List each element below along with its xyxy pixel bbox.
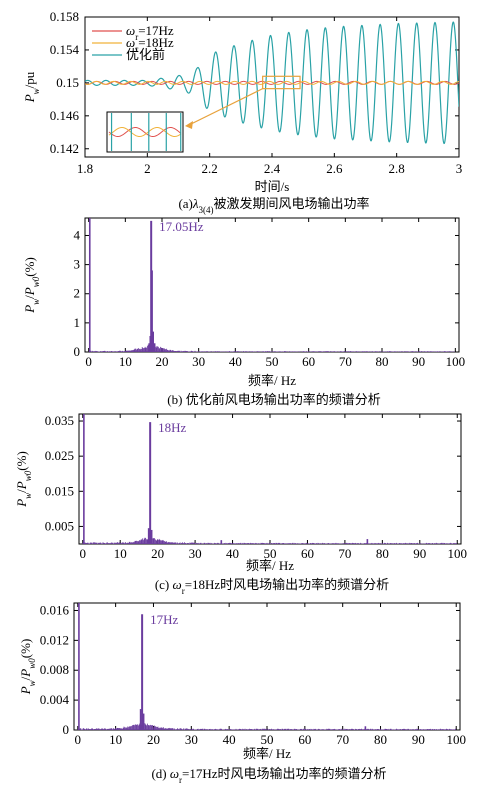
y-axis-label: Pw/pu <box>22 71 41 103</box>
y-tick-label: 0.008 <box>40 662 69 677</box>
y-tick-label: 0.15 <box>56 75 79 90</box>
x-tick-label: 20 <box>151 546 164 561</box>
x-tick-label: 50 <box>264 546 277 561</box>
inset-series-1 <box>108 126 182 138</box>
y-tick-label: 0.015 <box>45 483 74 498</box>
chart-d: 0 10 20 30 40 50 60 70 80 90 100 0 0.004 0.008 0.012 0.… <box>18 602 466 785</box>
x-axis-label: 频率/ Hz <box>246 558 294 573</box>
x-tick-label: 50 <box>266 354 279 369</box>
legend-label-3: 优化前 <box>126 47 165 62</box>
x-tick-label: 10 <box>114 546 127 561</box>
x-tick-label: 0 <box>79 546 86 561</box>
x-tick-label: 100 <box>448 546 468 561</box>
chart-caption: (a)λ3(4)被激发期间风电场输出功率 <box>178 196 369 215</box>
x-tick-label: 80 <box>376 546 389 561</box>
y-tick-label: 0.005 <box>45 518 74 533</box>
zoom-arrowhead <box>185 121 193 129</box>
x-tick-label: 30 <box>192 354 205 369</box>
zoom-box <box>262 75 301 90</box>
x-axis-label: 时间/s <box>255 179 290 194</box>
inset-plot <box>108 113 182 151</box>
x-tick-label: 20 <box>156 354 169 369</box>
spectrum-bars <box>82 414 457 544</box>
x-axis-label: 频率/ Hz <box>248 373 296 388</box>
spectrum-bars <box>77 603 456 730</box>
y-tick-label: 4 <box>74 227 81 242</box>
peak-annotation: 18Hz <box>158 420 186 435</box>
y-tick-label: 0.146 <box>50 108 80 123</box>
x-tick-label: 40 <box>223 732 236 747</box>
y-tick-label: 0.016 <box>40 602 70 617</box>
x-tick-label: 3 <box>456 161 463 176</box>
zoom-arrow <box>186 88 263 127</box>
plot-frame <box>84 217 460 353</box>
x-tick-label: 2.8 <box>389 161 405 176</box>
legend-label-1: ωr=17Hz <box>126 23 174 42</box>
x-tick-label: 2.2 <box>202 161 218 176</box>
x-tick-label: 80 <box>374 732 387 747</box>
y-tick-label: 0 <box>63 722 70 737</box>
y-tick-label: 0.012 <box>40 632 69 647</box>
x-tick-label: 60 <box>301 546 314 561</box>
x-tick-label: 80 <box>376 354 389 369</box>
y-tick-label: 2 <box>74 286 81 301</box>
y-tick-label: 0.035 <box>45 413 74 428</box>
chart-caption: (d) ωr=17Hz时风电场输出功率的频谱分析 <box>151 766 386 785</box>
x-tick-label: 70 <box>338 546 351 561</box>
y-tick-label: 3 <box>74 257 81 272</box>
chart-b: 0 10 20 30 40 50 60 70 80 90 100 0 1 2 3 4 17.05Hz 频率/ Hz… <box>22 217 466 407</box>
x-tick-label: 30 <box>185 732 198 747</box>
chart-caption: (b) 优化前风电场输出功率的频谱分析 <box>167 392 380 407</box>
chart-caption: (c) ωr=18Hz时风电场输出功率的频谱分析 <box>155 577 389 596</box>
y-tick-label: 0.158 <box>50 9 79 24</box>
x-tick-label: 2.6 <box>326 161 343 176</box>
x-tick-label: 20 <box>147 732 160 747</box>
y-axis-label: Pw/Pw0(%) <box>22 257 41 314</box>
x-tick-label: 1.8 <box>77 161 93 176</box>
x-tick-label: 50 <box>261 732 274 747</box>
y-tick-label: 1 <box>74 315 81 330</box>
x-tick-label: 60 <box>302 354 315 369</box>
x-tick-label: 40 <box>229 354 242 369</box>
plot-frame <box>78 413 462 545</box>
x-tick-label: 0 <box>75 732 82 747</box>
x-tick-label: 70 <box>339 354 352 369</box>
series-line-2 <box>85 80 459 85</box>
x-tick-label: 90 <box>412 354 425 369</box>
x-tick-label: 70 <box>336 732 349 747</box>
x-tick-label: 100 <box>446 354 466 369</box>
peak-annotation: 17Hz <box>150 612 178 627</box>
peak-annotation: 17.05Hz <box>159 219 204 234</box>
x-tick-label: 10 <box>109 732 122 747</box>
inset-frame <box>106 111 184 153</box>
y-axis-label: Pw/Pw0(%) <box>18 639 37 696</box>
series-group <box>85 21 459 145</box>
x-tick-label: 90 <box>413 546 426 561</box>
legend-label-2: ωr=18Hz <box>126 35 174 54</box>
x-tick-label: 60 <box>298 732 311 747</box>
x-tick-label: 0 <box>85 354 92 369</box>
chart-a: 1.8 2 2.2 2.4 2.6 2.8 3 0.142 0.146 0.15 0.154 0.15… <box>22 9 462 215</box>
y-tick-label: 0.025 <box>45 448 74 463</box>
x-axis-label: 频率/ Hz <box>243 746 291 761</box>
chart-c: 0 10 20 30 40 50 60 70 80 90 100 0.005 0.015 0.025 0.0… <box>14 413 467 596</box>
x-tick-label: 100 <box>446 732 466 747</box>
x-tick-label: 2.4 <box>264 161 281 176</box>
y-tick-label: 0.004 <box>40 692 70 707</box>
inset-series-2 <box>108 127 182 138</box>
y-axis-label: Pw/Pw0(%) <box>14 451 33 508</box>
x-tick-label: 30 <box>189 546 202 561</box>
y-tick-label: 0 <box>74 344 81 359</box>
x-tick-label: 2 <box>144 161 151 176</box>
x-tick-label: 40 <box>226 546 239 561</box>
spectrum-bars <box>88 218 456 352</box>
x-tick-label: 10 <box>119 354 132 369</box>
y-tick-label: 0.142 <box>50 141 79 156</box>
y-tick-label: 0.154 <box>50 42 80 57</box>
plot-frame <box>73 602 461 731</box>
x-tick-label: 90 <box>412 732 425 747</box>
